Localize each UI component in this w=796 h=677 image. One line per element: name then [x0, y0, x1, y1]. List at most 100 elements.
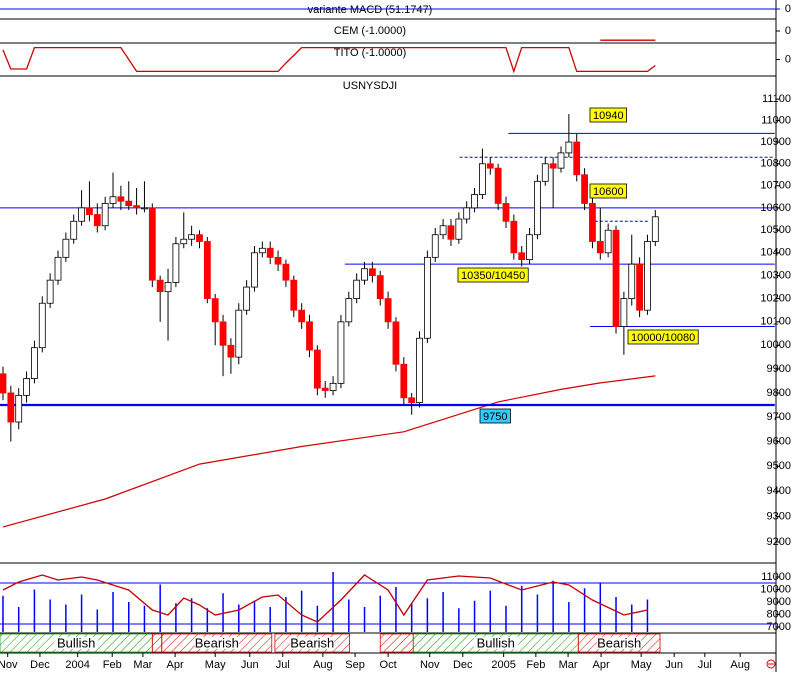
- candle-body: [172, 243, 180, 283]
- panel-title: TITO (-1.0000): [334, 47, 407, 59]
- candle-body: [392, 321, 400, 365]
- candle-body: [164, 282, 172, 293]
- y-tick-label: 9900: [767, 363, 791, 375]
- candle-body: [133, 205, 140, 209]
- candle-body: [620, 298, 628, 327]
- signal-label-bg: [54, 637, 99, 649]
- y-tick-label: 0: [785, 3, 791, 15]
- y-tick-label: 10500: [760, 224, 791, 236]
- candle-body: [196, 234, 203, 242]
- candle-body: [243, 286, 251, 311]
- candle-body: [7, 392, 15, 423]
- candle-body: [353, 279, 361, 300]
- candle-body: [368, 268, 376, 276]
- signal-label: Bullish: [477, 635, 515, 650]
- candle-body: [573, 141, 581, 176]
- candle-body: [518, 252, 526, 261]
- candle-body: [31, 347, 38, 379]
- candle-body: [471, 194, 478, 209]
- x-tick-label: Mar: [559, 659, 578, 671]
- candle-body: [46, 279, 54, 304]
- oscillator-line: [2, 574, 648, 623]
- candle-body: [235, 309, 243, 358]
- annotation-box: [627, 329, 699, 345]
- y-tick-label: 9400: [767, 485, 791, 497]
- candle-body: [596, 241, 604, 254]
- y-tick-label: 9700: [767, 411, 791, 423]
- x-tick-label: Apr: [593, 659, 610, 671]
- candle-body: [321, 387, 329, 391]
- candle-body: [636, 263, 643, 311]
- candle-body: [400, 363, 408, 399]
- candle-body: [211, 298, 219, 323]
- candle-body: [62, 238, 70, 258]
- candle-body: [266, 247, 274, 258]
- signal-band: [151, 633, 163, 653]
- x-tick-label: Jun: [665, 659, 683, 671]
- y-tick-label: 10900: [760, 136, 791, 148]
- panel-title: USNYSDJI: [343, 80, 397, 92]
- signal-label-bg: [597, 637, 642, 649]
- annotation-label: 10350/10450: [461, 270, 525, 282]
- signal-label-bg: [290, 637, 335, 649]
- panel-title: CEM (-1.0000): [334, 25, 406, 37]
- candle-body: [510, 220, 518, 254]
- candle-body: [180, 238, 188, 245]
- y-tick-label: 7000: [767, 621, 791, 633]
- y-tick-label: 9200: [767, 536, 791, 548]
- y-tick-label: 10300: [760, 269, 791, 281]
- y-tick-label: 9600: [767, 436, 791, 448]
- x-tick-label: Aug: [313, 659, 333, 671]
- y-tick-label: 11100: [762, 93, 791, 105]
- y-tick-label: 10100: [760, 316, 791, 328]
- candle-body: [447, 225, 455, 240]
- candle-body: [384, 298, 392, 323]
- candle-body: [258, 247, 266, 254]
- candle-body: [589, 203, 596, 242]
- signal-label: Bearish: [195, 635, 239, 650]
- candle-body: [541, 163, 549, 182]
- annotation-box: [589, 107, 627, 123]
- y-tick-label: 10700: [760, 180, 791, 192]
- y-tick-label: 10000: [760, 583, 791, 595]
- candle-body: [439, 225, 447, 236]
- candle-body: [455, 218, 463, 240]
- x-tick-label: Feb: [103, 659, 122, 671]
- candle-body: [486, 163, 494, 169]
- candle-body: [581, 174, 588, 204]
- candle-body: [306, 321, 313, 351]
- annotation-label: 10000/10080: [631, 332, 695, 344]
- annotation-label: 10940: [593, 110, 624, 122]
- candle-body: [86, 207, 93, 215]
- candle-body: [526, 234, 533, 261]
- candle-body: [227, 344, 235, 358]
- candle-body: [502, 203, 510, 222]
- y-tick-label: 11000: [761, 114, 791, 126]
- candle-body: [416, 337, 423, 404]
- candle-body: [628, 263, 636, 300]
- signal-label-bg: [194, 637, 239, 649]
- x-tick-label: Dec: [453, 659, 473, 671]
- signal-label-bg: [473, 637, 518, 649]
- x-tick-label: 2004: [65, 659, 89, 671]
- candle-body: [313, 349, 321, 389]
- y-tick-label: 10200: [760, 293, 791, 305]
- x-tick-label: Jun: [241, 659, 259, 671]
- y-tick-label: 9800: [767, 387, 791, 399]
- candle-body: [604, 229, 612, 254]
- corner-icon[interactable]: [766, 659, 776, 669]
- candle-body: [70, 220, 78, 240]
- annotation-label: 10600: [593, 186, 624, 198]
- candle-body: [298, 309, 306, 323]
- candle-body: [423, 256, 431, 339]
- candle-body: [329, 382, 337, 391]
- candle-body: [534, 180, 541, 236]
- candle-body: [361, 268, 368, 281]
- y-tick-label: 11000: [761, 571, 791, 583]
- y-tick-label: 10000: [760, 339, 791, 351]
- candle-body: [431, 234, 439, 258]
- x-tick-label: Jul: [276, 659, 290, 671]
- signal-label: Bearish: [290, 635, 334, 650]
